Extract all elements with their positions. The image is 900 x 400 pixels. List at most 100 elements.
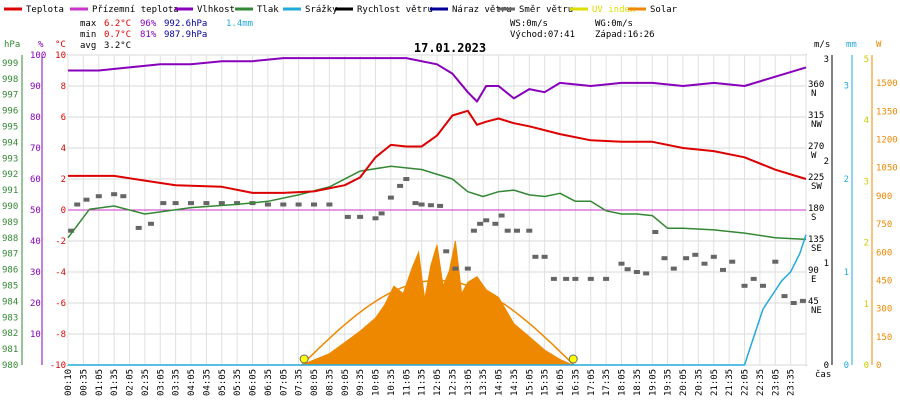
wind-direction-point <box>683 256 690 261</box>
time-tick-label: 11:35 <box>418 369 428 396</box>
time-tick-label: 20:05 <box>679 369 689 396</box>
wind-direction-point <box>464 266 471 271</box>
wind-direction-point <box>760 283 766 288</box>
wind-direction-point <box>550 276 557 281</box>
wind-direction-point <box>587 276 594 281</box>
stats-min-temp: 0.7°C <box>104 30 131 40</box>
time-tick-label: 08:35 <box>325 369 335 396</box>
wind-direction-point <box>643 271 650 276</box>
time-tick-label: 18:35 <box>633 369 643 396</box>
stats-max-humidity: 96% <box>140 19 157 29</box>
uv-tick-label: 5 <box>864 55 869 65</box>
time-tick-label: 08:05 <box>310 369 320 396</box>
hpa-tick-label: 991 <box>2 186 18 196</box>
w-axis-label: W <box>876 40 882 50</box>
wind-direction-point <box>526 228 533 233</box>
hpa-tick-label: 983 <box>2 313 18 323</box>
wind-direction-point <box>799 298 806 303</box>
wind-direction-point <box>218 201 225 206</box>
time-tick-label: 05:35 <box>233 369 243 396</box>
time-tick-label: 11:05 <box>402 369 412 396</box>
stats-min-humidity: 81% <box>140 30 157 40</box>
w-tick-label: 1050 <box>876 164 898 174</box>
legend-label: Přízemní teplota <box>92 5 179 15</box>
pct-tick-label: 80 <box>30 113 41 123</box>
stats-sunset: Západ:16:26 <box>595 30 655 40</box>
wind-direction-point <box>492 221 499 226</box>
ms-tick-label: 3 <box>824 55 829 65</box>
c-tick-label: 6 <box>61 113 66 123</box>
wind-direction-point <box>311 202 317 207</box>
time-tick-label: 22:35 <box>756 369 766 396</box>
stats-rain-total: 1.4mm <box>226 19 253 29</box>
time-tick-label: 01:05 <box>95 369 105 396</box>
wind-direction-point <box>710 254 717 259</box>
time-tick-label: 12:35 <box>448 369 458 396</box>
time-tick-label: 02:05 <box>126 369 136 396</box>
c-tick-label: -4 <box>55 268 66 278</box>
w-tick-label: 450 <box>876 276 892 286</box>
hpa-tick-label: 997 <box>2 91 18 101</box>
pct-tick-label: 100 <box>30 51 46 61</box>
hpa-tick-label: 990 <box>2 202 18 212</box>
wind-direction-point <box>403 177 410 181</box>
hpa-tick-label: 980 <box>2 361 18 371</box>
pct-tick-label: 40 <box>30 237 41 247</box>
hpa-tick-label: 994 <box>2 138 18 148</box>
wind-direction-point <box>498 213 505 218</box>
time-tick-label: 17:05 <box>587 369 597 396</box>
w-tick-label: 1500 <box>876 79 898 89</box>
uv-tick-label: 2 <box>864 239 869 249</box>
ms-tick-label: 1 <box>824 259 829 269</box>
direction-name-label: SW <box>811 182 822 192</box>
w-tick-label: 750 <box>876 220 892 230</box>
wind-direction-point <box>120 194 127 199</box>
time-tick-label: 17:35 <box>602 369 612 396</box>
wind-direction-point <box>74 202 81 207</box>
hpa-tick-label: 989 <box>2 218 18 228</box>
ms-tick-label: 0 <box>824 361 829 371</box>
hpa-tick-label: 985 <box>2 282 18 292</box>
c-tick-label: -10 <box>50 361 66 371</box>
time-tick-label: 23:35 <box>787 369 797 396</box>
wind-direction-point <box>483 218 490 223</box>
time-tick-label: 16:05 <box>556 369 566 396</box>
legend-label: Teplota <box>26 5 64 15</box>
stats-wind-gust: WG:0m/s <box>595 19 633 29</box>
wind-direction-point <box>83 197 90 202</box>
time-tick-label: 00:35 <box>79 369 89 396</box>
time-tick-label: 15:35 <box>541 369 551 396</box>
time-tick-label: 19:05 <box>648 369 658 396</box>
time-tick-label: 06:05 <box>249 369 259 396</box>
time-tick-label: 21:35 <box>725 369 735 396</box>
time-tick-label: 20:35 <box>694 369 704 396</box>
wind-direction-point <box>68 228 75 233</box>
stats-max-temp: 6.2°C <box>104 19 131 29</box>
hpa-tick-label: 995 <box>2 123 18 133</box>
time-tick-label: 05:05 <box>218 369 228 396</box>
pct-tick-label: 60 <box>30 175 41 185</box>
pct-axis-label: % <box>38 40 44 50</box>
legend-label: Solar <box>650 5 678 15</box>
wind-direction-point <box>135 225 142 230</box>
time-tick-label: 13:05 <box>464 369 474 396</box>
wind-direction-point <box>541 254 548 259</box>
time-tick-label: 04:05 <box>187 369 197 396</box>
wind-direction-point <box>412 201 419 206</box>
wind-direction-point <box>720 267 726 272</box>
wind-direction-point <box>172 201 179 206</box>
solar-series <box>301 240 573 366</box>
hpa-tick-label: 992 <box>2 170 18 180</box>
chart-title: 17.01.2023 <box>414 41 486 55</box>
c-tick-label: -8 <box>55 330 66 340</box>
wind-direction-point <box>234 201 241 206</box>
wind-direction-point <box>750 276 757 281</box>
hpa-tick-label: 982 <box>2 329 18 339</box>
mm-tick-label: 0 <box>844 361 849 371</box>
direction-name-label: NW <box>811 120 822 130</box>
mm-axis-label: mm <box>846 40 857 50</box>
mm-tick-label: 3 <box>844 82 849 92</box>
wind-direction-point <box>514 228 520 233</box>
w-tick-label: 150 <box>876 333 892 343</box>
stats-wind-speed: WS:0m/s <box>510 19 548 29</box>
